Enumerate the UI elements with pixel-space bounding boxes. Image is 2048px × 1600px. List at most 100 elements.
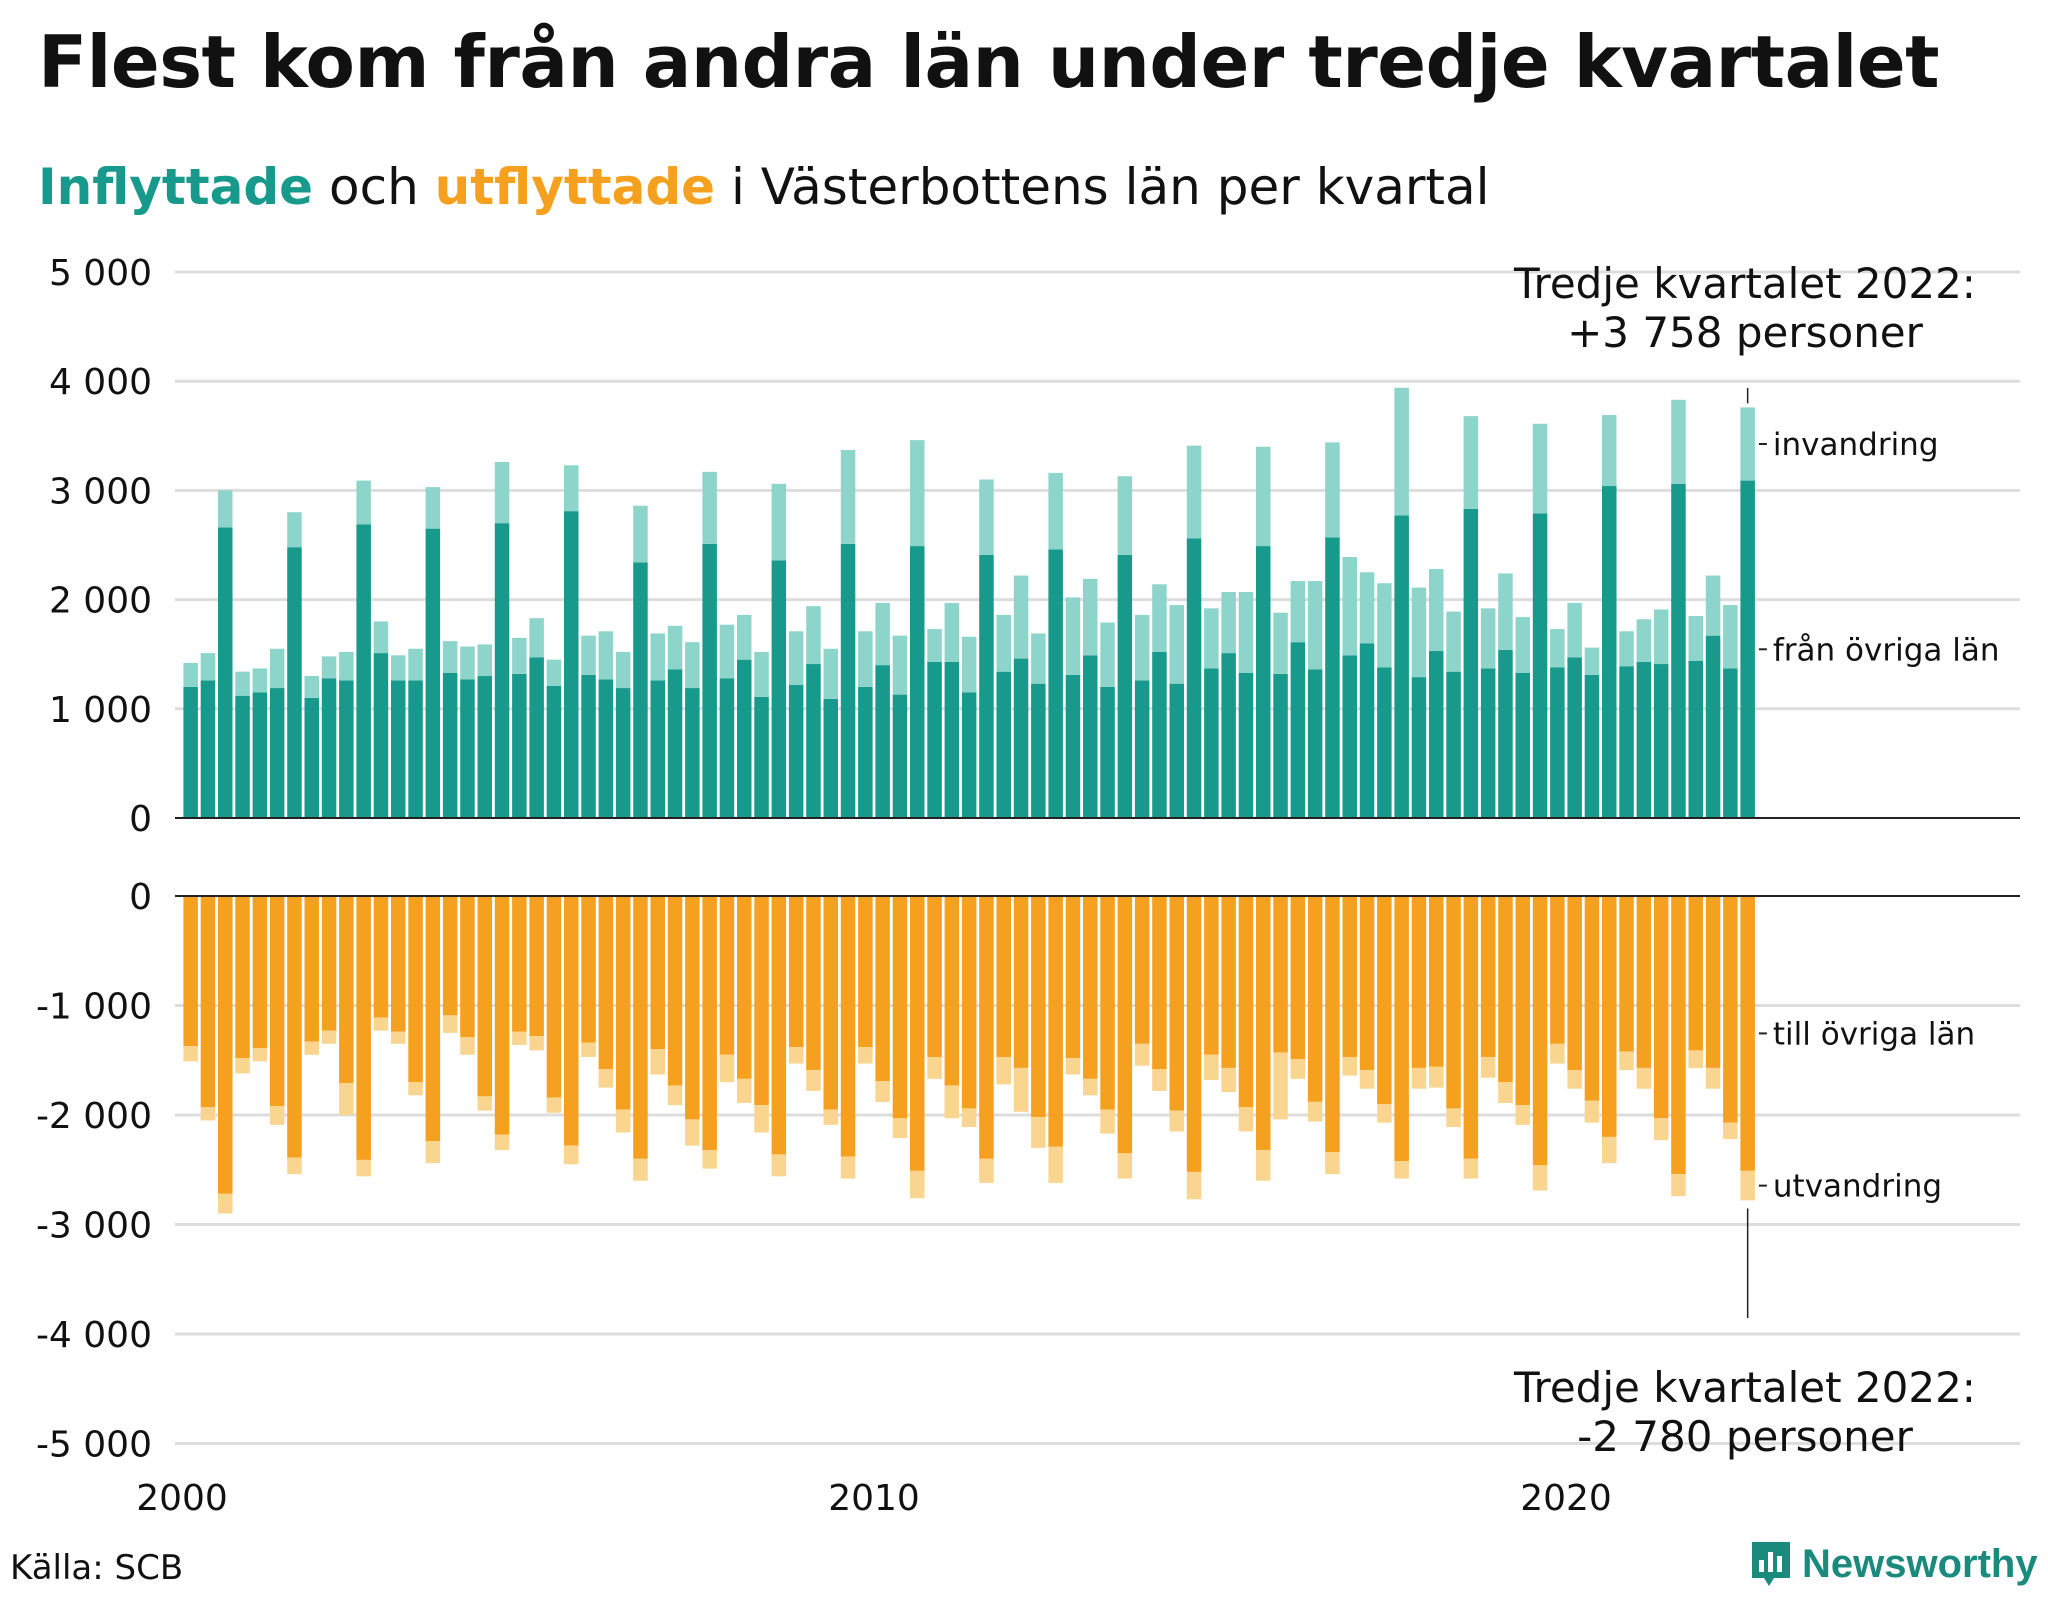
bar-fran-ovriga-lan xyxy=(788,684,804,818)
bar-utvandring xyxy=(235,1058,250,1074)
bar-fran-ovriga-lan xyxy=(840,543,856,818)
bar-invandring xyxy=(1602,415,1617,487)
bar-till-ovriga-lan xyxy=(961,896,977,1109)
bar-fran-ovriga-lan xyxy=(1065,674,1081,818)
bar-invandring xyxy=(633,505,648,563)
x-tick-label: 2010 xyxy=(828,1478,920,1519)
bar-till-ovriga-lan xyxy=(1480,896,1496,1057)
bar-fran-ovriga-lan xyxy=(1602,486,1617,818)
bars xyxy=(183,387,1755,1214)
bar-fran-ovriga-lan xyxy=(1619,666,1634,818)
bar-invandring xyxy=(529,618,544,658)
bar-till-ovriga-lan xyxy=(1463,896,1479,1159)
bar-till-ovriga-lan xyxy=(425,896,441,1142)
subtitle-and: och xyxy=(313,158,435,216)
bar-invandring xyxy=(1048,472,1063,550)
bar-fran-ovriga-lan xyxy=(961,692,977,818)
bar-fran-ovriga-lan xyxy=(1169,683,1184,818)
bar-fran-ovriga-lan xyxy=(1031,683,1046,818)
bar-fran-ovriga-lan xyxy=(321,678,337,818)
bar-till-ovriga-lan xyxy=(252,896,268,1049)
annotation-top-line2: +3 758 personer xyxy=(1567,308,1924,357)
bar-till-ovriga-lan xyxy=(218,896,233,1194)
bar-till-ovriga-lan xyxy=(581,896,596,1043)
bar-till-ovriga-lan xyxy=(858,896,873,1048)
bar-invandring xyxy=(1083,578,1098,656)
bar-invandring xyxy=(1290,581,1306,643)
bar-utvandring xyxy=(667,1085,683,1106)
bar-utvandring xyxy=(1671,1174,1686,1197)
bar-fran-ovriga-lan xyxy=(944,661,960,818)
bar-till-ovriga-lan xyxy=(1013,896,1029,1068)
bar-fran-ovriga-lan xyxy=(875,665,890,818)
annotation-bottom-line1: Tredje kvartalet 2022: xyxy=(1513,1363,1976,1412)
bar-fran-ovriga-lan xyxy=(494,523,510,818)
bar-utvandring xyxy=(1602,1136,1617,1164)
newsworthy-logo: Newsworthy xyxy=(1748,1538,2038,1590)
chart-title: Flest kom från andra län under tredje kv… xyxy=(38,20,1940,104)
bar-till-ovriga-lan xyxy=(1567,896,1582,1071)
bar-invandring xyxy=(1065,597,1081,675)
bar-invandring xyxy=(512,637,527,674)
bar-invandring xyxy=(1273,612,1288,674)
bar-invandring xyxy=(1152,584,1167,653)
bar-invandring xyxy=(1100,622,1115,687)
series-label: till övriga län xyxy=(1773,1016,1975,1052)
bar-fran-ovriga-lan xyxy=(1117,554,1133,818)
bar-utvandring xyxy=(529,1036,544,1051)
bar-invandring xyxy=(269,648,285,689)
bar-invandring xyxy=(477,644,492,677)
bar-fran-ovriga-lan xyxy=(1256,546,1271,818)
bar-fran-ovriga-lan xyxy=(823,698,838,818)
bar-fran-ovriga-lan xyxy=(1290,642,1306,818)
bar-till-ovriga-lan xyxy=(1688,896,1703,1051)
bar-fran-ovriga-lan xyxy=(1134,680,1150,818)
bar-fran-ovriga-lan xyxy=(1083,655,1098,818)
bar-utvandring xyxy=(287,1157,302,1175)
bar-utvandring xyxy=(1498,1082,1513,1103)
bar-invandring xyxy=(1204,608,1219,669)
bar-utvandring xyxy=(1152,1069,1167,1091)
bar-fran-ovriga-lan xyxy=(1653,664,1669,818)
bar-fran-ovriga-lan xyxy=(892,694,908,818)
bar-fran-ovriga-lan xyxy=(685,688,700,818)
bar-utvandring xyxy=(581,1042,596,1057)
bar-fran-ovriga-lan xyxy=(927,661,942,818)
bar-fran-ovriga-lan xyxy=(391,680,406,818)
bar-fran-ovriga-lan xyxy=(979,554,994,818)
bar-utvandring xyxy=(1636,1067,1652,1089)
bar-fran-ovriga-lan xyxy=(1238,672,1254,818)
bar-fran-ovriga-lan xyxy=(1377,667,1392,818)
bar-invandring xyxy=(1532,423,1548,514)
bar-invandring xyxy=(737,614,752,660)
bar-utvandring xyxy=(840,1156,856,1179)
bar-invandring xyxy=(304,676,319,698)
bar-utvandring xyxy=(477,1096,492,1111)
bar-invandring xyxy=(1117,476,1133,555)
axes xyxy=(175,817,2020,897)
bar-fran-ovriga-lan xyxy=(1429,650,1444,818)
bar-utvandring xyxy=(1567,1070,1582,1089)
bar-till-ovriga-lan xyxy=(1186,896,1202,1172)
bar-fran-ovriga-lan xyxy=(1446,671,1461,818)
bar-fran-ovriga-lan xyxy=(460,679,475,818)
bar-fran-ovriga-lan xyxy=(304,697,319,818)
bar-fran-ovriga-lan xyxy=(771,560,787,818)
bar-utvandring xyxy=(737,1078,752,1103)
y-tick-label: -2 000 xyxy=(36,1096,152,1137)
bar-till-ovriga-lan xyxy=(1307,896,1323,1102)
bar-utvandring xyxy=(1532,1165,1548,1191)
bar-utvandring xyxy=(1256,1150,1271,1181)
bar-till-ovriga-lan xyxy=(771,896,787,1155)
bar-till-ovriga-lan xyxy=(1134,896,1150,1044)
bar-utvandring xyxy=(719,1054,735,1083)
bar-invandring xyxy=(200,653,216,681)
x-tick-label: 2000 xyxy=(136,1478,228,1519)
bar-utvandring xyxy=(685,1119,700,1146)
bar-utvandring xyxy=(1169,1110,1184,1132)
bar-invandring xyxy=(719,624,735,679)
bar-invandring xyxy=(1342,557,1357,656)
bar-till-ovriga-lan xyxy=(892,896,908,1119)
bar-till-ovriga-lan xyxy=(1377,896,1392,1105)
bar-fran-ovriga-lan xyxy=(598,679,614,818)
